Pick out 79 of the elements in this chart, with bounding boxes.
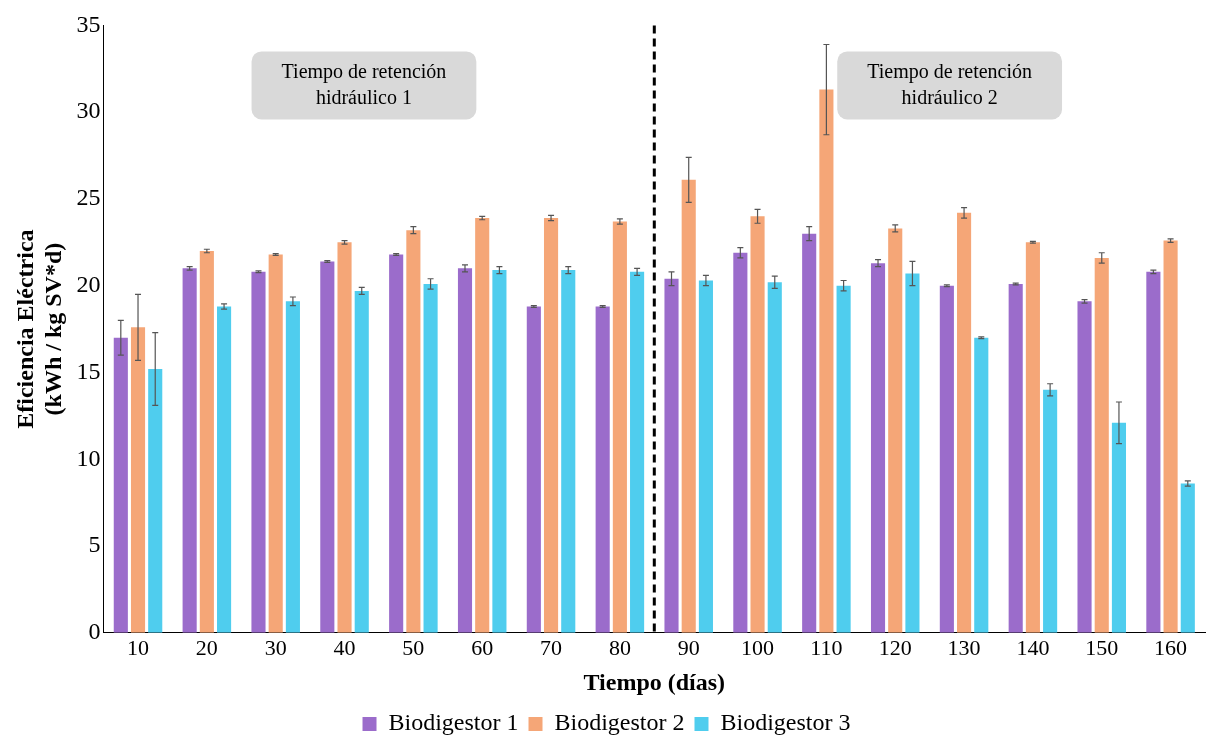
bar xyxy=(870,263,886,633)
bar xyxy=(1008,283,1023,633)
legend-label: Biodigestor 1 xyxy=(388,709,519,736)
x-tick-label: 50 xyxy=(402,634,425,660)
bar xyxy=(1111,422,1127,633)
bar xyxy=(526,306,541,633)
bar xyxy=(1094,257,1109,633)
bar xyxy=(1163,240,1178,633)
annotation: Tiempo de retención hidráulico 2 xyxy=(867,59,1033,108)
bar xyxy=(337,242,352,633)
x-tick-label: 10 xyxy=(127,634,150,660)
y-tick-label: 30 xyxy=(76,97,101,124)
x-tick-label: 110 xyxy=(810,634,843,660)
bar xyxy=(595,306,610,633)
bar xyxy=(457,268,473,633)
bar xyxy=(767,282,782,633)
bar xyxy=(389,254,404,633)
bar xyxy=(664,278,679,633)
x-tick-label: 120 xyxy=(878,634,912,660)
bar xyxy=(217,306,232,633)
y-tick-label: 15 xyxy=(76,357,101,384)
bar xyxy=(251,271,266,633)
bar xyxy=(1146,271,1161,633)
bar xyxy=(905,273,920,633)
bar xyxy=(285,301,300,633)
x-tick-label: 30 xyxy=(264,634,287,660)
bar xyxy=(939,285,954,633)
bar xyxy=(819,89,834,633)
bar xyxy=(268,254,283,633)
bar xyxy=(423,283,438,633)
y-axis-title: Eficiencia Eléctrica (kWh / kg SV*d) xyxy=(11,229,67,429)
x-tick-label: 140 xyxy=(1016,634,1050,660)
x-tick-label: 20 xyxy=(195,634,218,660)
bar xyxy=(681,179,696,633)
y-tick-label: 20 xyxy=(76,271,101,298)
bar xyxy=(561,270,576,633)
bar xyxy=(475,218,490,633)
legend-label: Biodigestor 2 xyxy=(554,709,685,736)
x-tick-label: 90 xyxy=(677,634,700,660)
bar xyxy=(733,252,748,633)
annotation: Tiempo de retención hidráulico 1 xyxy=(281,59,447,108)
x-tick-label: 70 xyxy=(540,634,563,660)
x-tick-label: 130 xyxy=(947,634,981,660)
x-axis-title: Tiempo (días) xyxy=(583,668,726,695)
bar xyxy=(113,337,128,633)
y-tick-label: 25 xyxy=(76,184,101,211)
x-tick-label: 100 xyxy=(741,634,775,660)
bar xyxy=(1043,389,1058,633)
y-tick-label: 5 xyxy=(88,531,101,558)
bar xyxy=(750,216,765,633)
bar xyxy=(1077,301,1092,633)
y-tick-label: 0 xyxy=(88,618,101,645)
bar xyxy=(182,268,197,633)
bar xyxy=(1180,483,1195,633)
bar xyxy=(888,228,903,633)
bar xyxy=(320,261,335,633)
y-tick-label: 10 xyxy=(76,444,101,471)
x-tick-label: 60 xyxy=(471,634,494,660)
y-tick-label: 35 xyxy=(76,10,101,37)
bar xyxy=(836,285,851,633)
bar xyxy=(199,251,214,633)
bar xyxy=(1025,242,1040,633)
x-tick-label: 150 xyxy=(1085,634,1119,660)
bar xyxy=(612,221,627,633)
x-tick-label: 160 xyxy=(1154,634,1188,660)
bar xyxy=(802,233,817,633)
bar xyxy=(406,230,421,633)
x-tick-label: 40 xyxy=(333,634,356,660)
bar xyxy=(630,271,645,633)
bar xyxy=(148,369,163,633)
bar xyxy=(974,337,989,633)
bar xyxy=(130,327,146,633)
x-tick-label: 80 xyxy=(608,634,631,660)
bar xyxy=(492,270,507,633)
legend-label: Biodigestor 3 xyxy=(720,709,851,736)
bar xyxy=(698,280,713,633)
bar xyxy=(543,218,559,633)
bar xyxy=(354,290,369,633)
bar xyxy=(957,212,972,633)
